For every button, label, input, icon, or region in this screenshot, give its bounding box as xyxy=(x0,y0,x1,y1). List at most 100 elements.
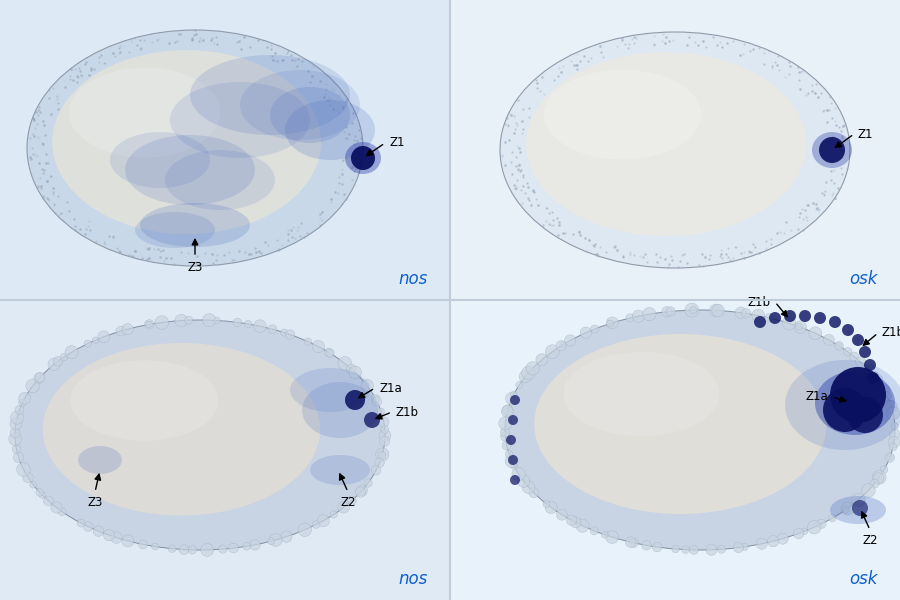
Circle shape xyxy=(543,500,550,508)
Ellipse shape xyxy=(526,52,806,236)
Text: Z3: Z3 xyxy=(87,496,103,509)
Circle shape xyxy=(356,487,365,497)
Circle shape xyxy=(501,406,513,418)
Circle shape xyxy=(880,466,888,473)
Circle shape xyxy=(888,436,900,448)
Circle shape xyxy=(356,485,367,496)
Circle shape xyxy=(281,531,292,542)
Circle shape xyxy=(814,312,826,324)
Circle shape xyxy=(505,455,518,467)
Circle shape xyxy=(869,371,879,381)
Circle shape xyxy=(10,428,20,438)
Circle shape xyxy=(864,359,876,371)
Circle shape xyxy=(30,481,37,488)
Circle shape xyxy=(689,307,697,314)
Circle shape xyxy=(883,392,891,400)
Circle shape xyxy=(672,545,680,553)
Circle shape xyxy=(545,345,559,359)
Circle shape xyxy=(179,545,189,554)
Circle shape xyxy=(155,316,168,329)
Circle shape xyxy=(372,394,380,403)
Circle shape xyxy=(36,488,43,496)
Circle shape xyxy=(233,318,241,326)
Circle shape xyxy=(219,545,227,553)
Text: Z1b: Z1b xyxy=(396,406,419,419)
Circle shape xyxy=(326,349,334,357)
Circle shape xyxy=(65,346,78,359)
Circle shape xyxy=(842,324,854,336)
Ellipse shape xyxy=(52,50,321,234)
Circle shape xyxy=(566,515,577,526)
Circle shape xyxy=(330,511,338,518)
Circle shape xyxy=(794,321,806,334)
Ellipse shape xyxy=(190,55,350,135)
Text: osk: osk xyxy=(850,270,878,288)
Ellipse shape xyxy=(70,360,219,441)
Circle shape xyxy=(19,399,26,407)
Circle shape xyxy=(317,515,329,527)
Circle shape xyxy=(122,535,134,547)
Ellipse shape xyxy=(285,100,375,160)
Circle shape xyxy=(506,435,516,445)
Circle shape xyxy=(122,323,133,335)
Circle shape xyxy=(652,542,662,552)
Circle shape xyxy=(508,455,518,465)
Circle shape xyxy=(188,546,196,554)
Circle shape xyxy=(175,314,187,327)
Circle shape xyxy=(43,496,53,506)
Circle shape xyxy=(885,453,895,462)
Circle shape xyxy=(98,331,110,343)
Bar xyxy=(0,300,450,600)
Ellipse shape xyxy=(125,135,255,205)
Circle shape xyxy=(58,508,66,515)
Circle shape xyxy=(607,317,618,329)
Circle shape xyxy=(666,307,675,316)
Circle shape xyxy=(168,545,176,553)
Circle shape xyxy=(870,479,879,488)
Circle shape xyxy=(601,532,608,538)
Circle shape xyxy=(824,334,834,346)
Ellipse shape xyxy=(500,32,850,268)
Circle shape xyxy=(53,356,63,366)
Circle shape xyxy=(709,304,723,317)
Ellipse shape xyxy=(785,360,900,450)
Ellipse shape xyxy=(345,142,381,174)
Circle shape xyxy=(632,310,644,322)
Text: osk: osk xyxy=(850,570,878,588)
Circle shape xyxy=(94,526,104,536)
Circle shape xyxy=(380,436,390,446)
Text: Z1a: Z1a xyxy=(806,391,828,403)
Circle shape xyxy=(842,506,849,513)
Circle shape xyxy=(502,441,511,450)
Circle shape xyxy=(712,304,724,317)
Circle shape xyxy=(580,327,591,338)
Ellipse shape xyxy=(78,446,122,474)
Circle shape xyxy=(364,412,380,428)
Circle shape xyxy=(560,341,566,348)
Circle shape xyxy=(516,382,523,388)
Circle shape xyxy=(518,475,530,487)
Circle shape xyxy=(304,338,311,345)
Circle shape xyxy=(93,337,99,343)
Circle shape xyxy=(85,340,91,347)
Text: Z2: Z2 xyxy=(340,496,356,509)
Circle shape xyxy=(363,380,369,388)
Circle shape xyxy=(861,484,875,497)
Ellipse shape xyxy=(535,334,827,514)
Circle shape xyxy=(855,357,866,367)
Ellipse shape xyxy=(812,132,852,168)
Circle shape xyxy=(526,362,539,375)
Circle shape xyxy=(756,538,768,550)
Circle shape xyxy=(706,544,717,555)
Circle shape xyxy=(84,522,93,532)
Circle shape xyxy=(499,416,512,430)
Circle shape xyxy=(685,303,698,317)
Ellipse shape xyxy=(302,382,378,438)
Circle shape xyxy=(349,366,362,379)
Circle shape xyxy=(799,310,811,322)
Circle shape xyxy=(254,320,266,332)
Circle shape xyxy=(39,492,46,499)
Ellipse shape xyxy=(290,368,370,412)
Circle shape xyxy=(245,320,252,328)
Circle shape xyxy=(267,538,274,545)
